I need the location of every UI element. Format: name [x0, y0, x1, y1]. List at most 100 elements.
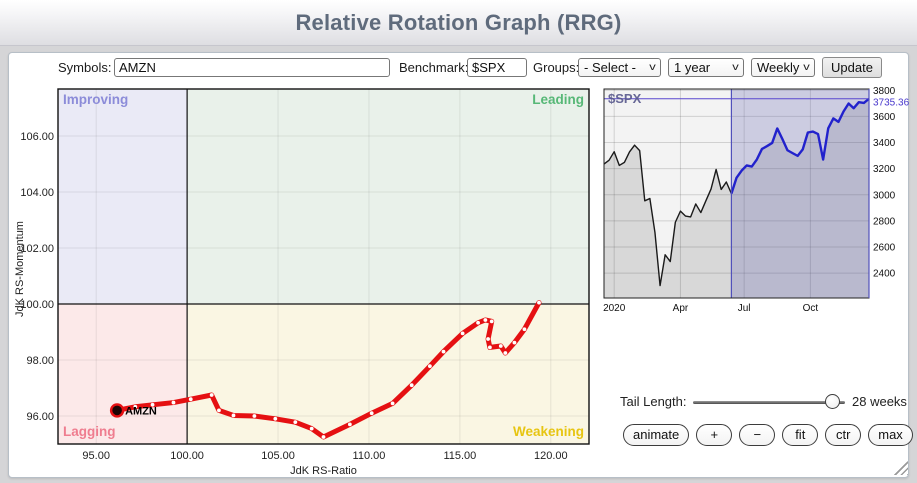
benchmark-input[interactable] — [467, 58, 527, 77]
rrg-chart-svg: AMZN Improving Leading Lagging Weakening 95.0… — [14, 88, 590, 477]
frequency-select[interactable]: Weekly v — [751, 58, 815, 77]
spx-line-past — [603, 144, 733, 287]
spx-y-tick-label: 3200 — [873, 164, 896, 175]
spx-y-tick-label: 3600 — [873, 112, 896, 123]
y-tick-label: 98.00 — [26, 355, 54, 367]
spx-x-tick-label: Jul — [738, 303, 751, 314]
amzn-head-dot — [109, 403, 125, 418]
spx-symbol-label: $SPX — [608, 91, 642, 106]
symbols-label: Symbols: — [58, 60, 112, 75]
tail-marker — [498, 344, 503, 348]
quadrant-leading — [187, 89, 589, 305]
spx-line-recent — [730, 97, 870, 194]
leading-label: Leading — [532, 92, 584, 107]
improving-label: Improving — [63, 92, 128, 107]
chevron-down-icon: v — [732, 62, 739, 73]
tail-marker — [537, 300, 541, 305]
spx-y-tick-label: 2400 — [873, 269, 896, 280]
tail-marker — [489, 319, 494, 324]
y-tick-label: 104.00 — [20, 187, 54, 199]
benchmark-chart-svg: $SPX 3800 3600 3400 3200 3000 2800 2600 2400 3735… — [603, 86, 910, 314]
symbols-input[interactable] — [114, 58, 390, 77]
x-tick-label: 105.00 — [261, 450, 295, 462]
quadrant-weakening — [187, 304, 589, 444]
tail-marker — [441, 349, 446, 354]
quadrant-improving — [58, 89, 188, 305]
x-tick-label: 120.00 — [534, 450, 568, 462]
animate-button[interactable]: animate — [623, 424, 690, 446]
rrg-panel: Symbols: Benchmark: Groups: - Select - v… — [8, 52, 913, 478]
tail-marker — [483, 318, 488, 322]
tail-marker — [427, 364, 432, 369]
y-tick-label: 102.00 — [20, 243, 54, 255]
page-title: Relative Rotation Graph (RRG) — [295, 10, 622, 35]
weakening-label: Weakening — [513, 424, 584, 439]
x-tick-label: 100.00 — [170, 450, 204, 462]
tail-marker — [503, 351, 508, 355]
update-button[interactable]: Update — [822, 57, 882, 78]
quadrant-lagging — [58, 304, 188, 444]
tail-marker — [273, 416, 278, 421]
x-axis-title: JdK RS-Ratio — [290, 465, 357, 477]
tail-marker — [321, 435, 326, 439]
spx-y-tick-label: 3000 — [873, 190, 896, 201]
tail-marker — [487, 345, 492, 350]
rrg-chart: AMZN Improving Leading Lagging Weakening 95.0… — [11, 86, 601, 483]
tail-marker — [217, 408, 221, 413]
chart-buttons-row: animate + − fit ctr max — [623, 424, 913, 446]
y-tick-label: 106.00 — [20, 131, 54, 143]
spx-y-tick-label: 3800 — [873, 86, 896, 97]
tail-marker — [231, 413, 236, 418]
tail-length-slider-handle[interactable] — [825, 394, 840, 409]
spx-y-tick-label: 3400 — [873, 138, 896, 149]
lagging-label: Lagging — [63, 424, 116, 439]
max-button[interactable]: max — [868, 424, 913, 446]
tail-marker — [309, 426, 314, 431]
spx-x-tick-label: Oct — [803, 303, 819, 314]
y-axis-title: JdK RS-Momentum — [14, 221, 26, 317]
tail-length-label: Tail Length: — [620, 394, 687, 409]
spx-area-fill — [604, 98, 869, 298]
app-header: Relative Rotation Graph (RRG) — [0, 0, 917, 46]
spx-tail-window-highlight — [731, 89, 869, 298]
spx-x-tick-label: Apr — [673, 303, 689, 314]
amzn-head-label: AMZN — [125, 405, 157, 417]
tail-marker — [476, 320, 480, 325]
tail-marker — [522, 327, 527, 332]
tail-marker — [293, 420, 298, 425]
tail-marker — [486, 337, 490, 341]
period-select[interactable]: 1 year v — [668, 58, 744, 77]
y-tick-label: 96.00 — [26, 411, 54, 423]
groups-label: Groups: — [533, 60, 580, 75]
tail-marker — [369, 411, 374, 416]
tail-marker — [390, 401, 395, 406]
tail-marker — [347, 422, 352, 427]
chevron-down-icon: v — [803, 62, 810, 73]
ctr-button[interactable]: ctr — [825, 424, 862, 446]
zoom-out-button[interactable]: − — [739, 424, 776, 446]
tail-marker — [252, 414, 257, 418]
groups-select[interactable]: - Select - v — [578, 58, 661, 77]
benchmark-label: Benchmark: — [399, 60, 469, 75]
tail-marker — [460, 331, 465, 336]
spx-y-tick-label: 2800 — [873, 216, 896, 227]
tail-marker — [133, 404, 138, 409]
spx-x-tick-label: 2020 — [603, 303, 626, 314]
tail-marker — [409, 383, 414, 388]
tail-marker — [171, 400, 176, 405]
period-select-value: 1 year — [674, 60, 711, 75]
zoom-in-button[interactable]: + — [696, 424, 733, 446]
x-tick-label: 115.00 — [443, 450, 476, 462]
spx-last-value-label: 3735.36 — [873, 98, 910, 109]
frequency-select-value: Weekly — [757, 60, 800, 75]
tail-marker — [209, 393, 214, 397]
resize-handle-icon[interactable] — [891, 461, 908, 475]
tail-length-value: 28 weeks — [852, 394, 907, 409]
chevron-down-icon: v — [649, 62, 656, 73]
tail-length-slider-track[interactable] — [693, 401, 845, 404]
fit-button[interactable]: fit — [782, 424, 819, 446]
tail-marker — [188, 397, 193, 402]
tail-marker — [150, 402, 155, 407]
y-tick-label: 100.00 — [20, 299, 54, 311]
